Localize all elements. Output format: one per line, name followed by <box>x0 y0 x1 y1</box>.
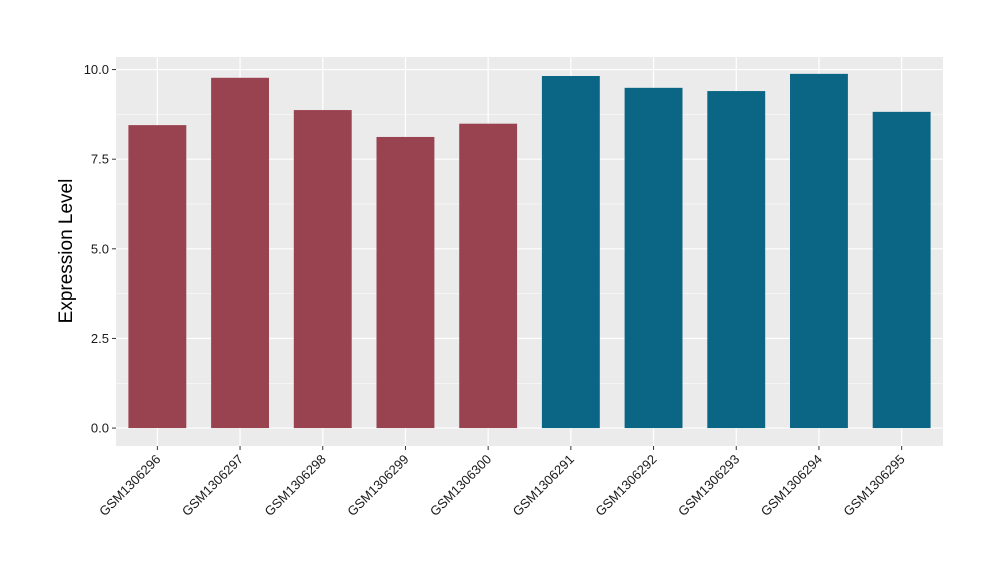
bar <box>624 87 683 429</box>
x-tick-label: GSM1306293 <box>675 452 742 519</box>
y-tick-label: 5.0 <box>91 241 109 256</box>
x-tick-label: GSM1306292 <box>592 452 659 519</box>
y-tick-label: 2.5 <box>91 331 109 346</box>
bar <box>872 111 931 429</box>
x-tick-label: GSM1306300 <box>427 452 494 519</box>
y-tick-label: 0.0 <box>91 421 109 436</box>
y-tick-label: 10.0 <box>84 62 109 77</box>
bar <box>128 125 187 429</box>
bar <box>790 73 848 429</box>
bar <box>707 91 766 429</box>
x-tick-label: GSM1306296 <box>96 452 163 519</box>
x-tick-label: GSM1306294 <box>758 452 825 519</box>
y-tick-label: 7.5 <box>91 152 109 167</box>
x-tick-label: GSM1306299 <box>344 452 411 519</box>
x-axis: GSM1306296 GSM1306297 GSM1306298 GSM1306299… <box>96 446 908 519</box>
x-tick-label: GSM1306295 <box>840 452 907 519</box>
y-axis-title: Expression Level <box>56 179 77 324</box>
bar <box>376 136 435 429</box>
x-tick-label: GSM1306298 <box>262 452 329 519</box>
x-tick-label: GSM1306291 <box>510 452 577 519</box>
bar <box>541 76 600 429</box>
bar <box>459 123 518 429</box>
bar-layer <box>128 73 931 429</box>
bar <box>211 77 269 429</box>
bar <box>293 110 352 429</box>
x-tick-label: GSM1306297 <box>179 452 246 519</box>
y-axis: 0.0 2.5 5.0 7.5 10.0 <box>84 62 116 436</box>
